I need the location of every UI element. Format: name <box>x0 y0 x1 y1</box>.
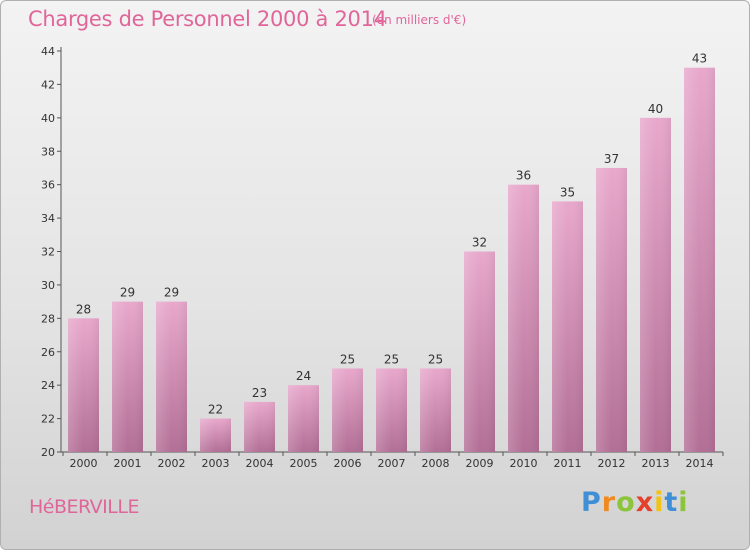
logo-letter: x <box>635 487 655 518</box>
data-label-2008: 25 <box>428 352 443 366</box>
y-tick-label: 24 <box>41 379 55 392</box>
y-tick-label: 26 <box>41 346 55 359</box>
x-tick-label-2012: 2012 <box>598 457 626 470</box>
y-tick-label: 28 <box>41 312 55 325</box>
data-label-2009: 32 <box>472 236 487 250</box>
bar-shade-2007 <box>376 368 407 452</box>
bar-shade-2004 <box>244 401 275 452</box>
data-label-2004: 23 <box>252 386 267 400</box>
logo-letter: o <box>616 487 636 518</box>
bar-shade-2002 <box>156 301 187 452</box>
y-tick-label: 42 <box>41 78 55 91</box>
bar-shade-2006 <box>332 368 363 452</box>
data-label-2012: 37 <box>604 152 619 166</box>
data-label-2003: 22 <box>208 403 223 417</box>
axes: 20 22 24 26 28 30 32 34 36 38 40 42 44 2000 2001 2002 20… <box>41 45 724 470</box>
logo-letter: i <box>654 487 665 518</box>
logo-letter: t <box>664 487 679 518</box>
data-label-2011: 35 <box>560 185 575 199</box>
data-label-2002: 29 <box>164 286 179 300</box>
x-tick-label-2014: 2014 <box>686 457 714 470</box>
data-label-2010: 36 <box>516 169 531 183</box>
y-tick-label: 40 <box>41 112 55 125</box>
commune-name: HéBERVILLE <box>29 496 139 518</box>
bar-shade-2005 <box>288 385 319 452</box>
bar-shade-2008 <box>420 368 451 452</box>
y-tick-label: 44 <box>41 45 55 58</box>
proxiti-logo: Proxiti <box>581 487 689 518</box>
logo-letter: r <box>601 487 617 518</box>
y-tick-label: 34 <box>41 212 55 225</box>
x-tick-label-2010: 2010 <box>510 457 538 470</box>
logo-letter: i <box>678 487 689 518</box>
bar-shade-2011 <box>552 201 583 452</box>
data-label-2001: 29 <box>120 286 135 300</box>
x-tick-label-2000: 2000 <box>70 457 98 470</box>
bar-shade-2003 <box>200 418 231 452</box>
y-tick-label: 36 <box>41 179 55 192</box>
bar-shade-2000 <box>68 318 99 452</box>
bar-shade-2014 <box>684 67 715 452</box>
y-tick-label: 22 <box>41 413 55 426</box>
logo-letter: P <box>581 487 602 518</box>
bar-shade-2001 <box>112 301 143 452</box>
x-tick-label-2007: 2007 <box>378 457 406 470</box>
data-label-2013: 40 <box>648 102 663 116</box>
x-tick-label-2002: 2002 <box>158 457 186 470</box>
bar-shade-2012 <box>596 167 627 453</box>
data-label-2007: 25 <box>384 352 399 366</box>
x-tick-label-2011: 2011 <box>554 457 582 470</box>
y-tick-label: 38 <box>41 145 55 158</box>
data-label-2006: 25 <box>340 352 355 366</box>
data-label-2014: 43 <box>692 52 707 66</box>
bar-shade-2010 <box>508 184 539 452</box>
y-tick-label: 32 <box>41 246 55 259</box>
x-tick-label-2005: 2005 <box>290 457 318 470</box>
x-tick-label-2006: 2006 <box>334 457 362 470</box>
x-tick-label-2008: 2008 <box>422 457 450 470</box>
x-tick-label-2003: 2003 <box>202 457 230 470</box>
data-label-2005: 24 <box>296 369 311 383</box>
data-label-2000: 28 <box>76 302 91 316</box>
bar-shade-2013 <box>640 117 671 452</box>
bar-shade-2009 <box>464 251 495 452</box>
chart-subtitle: (en milliers d'€) <box>372 13 467 27</box>
y-tick-label: 20 <box>41 446 55 459</box>
bars <box>68 67 715 453</box>
x-tick-label-2009: 2009 <box>466 457 494 470</box>
y-tick-label: 30 <box>41 279 55 292</box>
x-tick-label-2001: 2001 <box>114 457 142 470</box>
x-tick-label-2013: 2013 <box>642 457 670 470</box>
chart-title: Charges de Personnel 2000 à 2014 <box>28 7 387 31</box>
data-labels: 28 29 29 22 23 24 25 25 25 32 36 35 37 40 43 <box>76 52 707 417</box>
x-tick-label-2004: 2004 <box>246 457 274 470</box>
